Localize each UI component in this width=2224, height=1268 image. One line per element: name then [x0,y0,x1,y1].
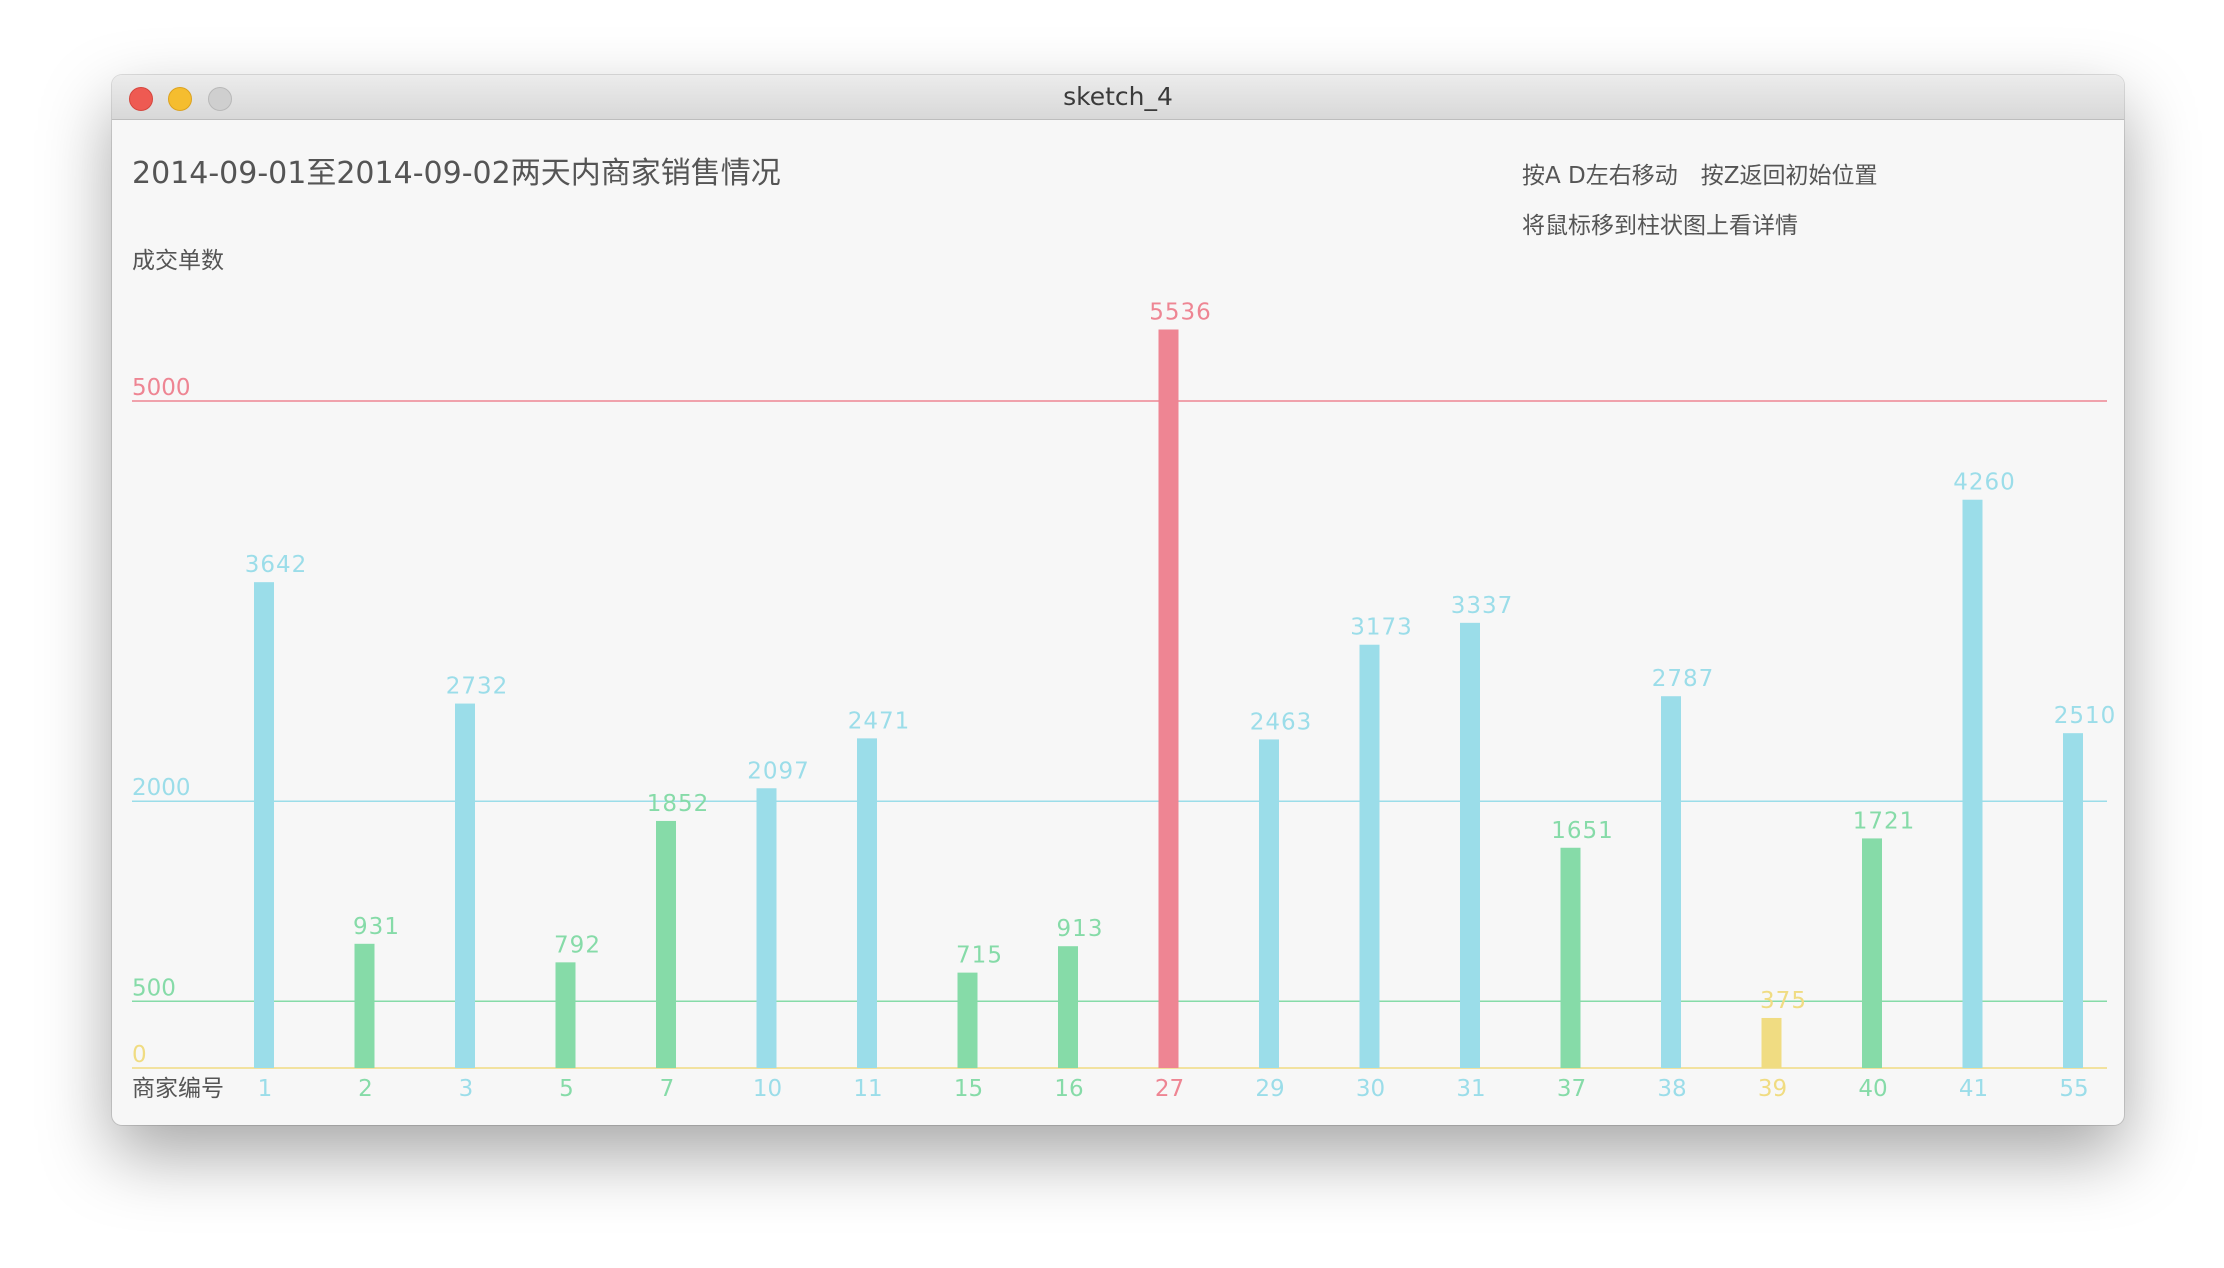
zoom-button[interactable] [208,87,232,111]
x-tick-label: 39 [1758,1076,1787,1102]
bar-15[interactable] [957,972,978,1068]
bar-value-label: 375 [1760,988,1807,1014]
x-tick-label: 7 [660,1076,675,1102]
y-axis-label: 成交单数 [132,248,224,274]
x-tick-label: 15 [954,1076,983,1102]
bar-value-label: 2787 [1652,666,1715,692]
bar-value-label: 931 [353,914,400,940]
bar-31[interactable] [1460,622,1480,1068]
x-tick-label: 29 [1255,1076,1284,1102]
bar-value-label: 1721 [1853,808,1916,834]
x-tick-label: 31 [1456,1076,1485,1102]
x-tick-label: 5 [559,1076,574,1102]
bar-value-label: 792 [554,932,601,958]
x-tick-label: 30 [1356,1076,1385,1102]
bar-1[interactable] [254,582,274,1068]
bar-value-label: 913 [1057,916,1104,942]
reference-label-500: 500 [132,975,176,1001]
reference-label-0: 0 [132,1042,147,1068]
hover-hint: 将鼠标移到柱状图上看详情 [1522,213,1798,239]
bar-40[interactable] [1862,838,1882,1068]
bar-16[interactable] [1058,946,1078,1068]
x-tick-label: 10 [753,1076,782,1102]
x-tick-label: 41 [1959,1076,1988,1102]
bar-10[interactable] [756,788,777,1068]
x-tick-label: 27 [1155,1076,1184,1102]
keyboard-hint: 按A D左右移动 按Z返回初始位置 [1522,163,1878,189]
x-tick-label: 11 [853,1076,882,1102]
bar-55[interactable] [2063,733,2083,1068]
bar-39[interactable] [1761,1017,1782,1068]
x-tick-label: 1 [258,1076,273,1102]
bar-29[interactable] [1259,739,1279,1068]
title-bar: sketch_4 [112,75,2124,120]
x-tick-label: 16 [1054,1076,1083,1102]
bar-7[interactable] [656,820,676,1068]
bar-27[interactable] [1158,329,1179,1068]
bar-value-label: 2463 [1250,709,1313,735]
bar-value-label: 2471 [848,708,911,734]
bar-5[interactable] [555,962,576,1068]
close-button[interactable] [129,87,153,111]
bar-value-label: 715 [956,943,1003,969]
bar-value-label: 2510 [2054,703,2117,729]
x-tick-label: 3 [459,1076,474,1102]
bar-value-label: 1852 [647,791,710,817]
bar-41[interactable] [1962,499,1983,1068]
bar-value-label: 3173 [1350,615,1413,641]
reference-label-5000: 5000 [132,375,191,401]
reference-label-2000: 2000 [132,775,191,801]
bar-value-label: 4260 [1953,470,2016,496]
x-tick-label: 2 [358,1076,373,1102]
bar-value-label: 5536 [1149,299,1212,325]
x-tick-label: 38 [1657,1076,1686,1102]
x-tick-label: 55 [2059,1076,2088,1102]
bar-11[interactable] [857,738,877,1068]
x-tick-label: 37 [1557,1076,1586,1102]
bar-value-label: 2732 [446,674,509,700]
window-title: sketch_4 [1063,82,1173,111]
bar-value-label: 3642 [245,552,308,578]
bar-value-label: 2097 [747,758,810,784]
bar-value-label: 3337 [1451,593,1514,619]
chart-title: 2014-09-01至2014-09-02两天内商家销售情况 [132,156,781,191]
bar-37[interactable] [1560,847,1581,1068]
minimize-button[interactable] [168,87,192,111]
bar-3[interactable] [455,703,475,1068]
bar-30[interactable] [1359,644,1380,1068]
bar-2[interactable] [354,943,375,1068]
x-axis-label: 商家编号 [132,1076,224,1102]
bar-value-label: 1651 [1551,818,1614,844]
x-tick-label: 40 [1858,1076,1887,1102]
chart-canvas[interactable]: 0 500 2000 5000 成交单数商家编号 3642 1 931 2 2732 3 792 5 18… [112,120,2124,1125]
bar-38[interactable] [1661,696,1681,1068]
app-window: sketch_4 0 500 2000 5000 成交单数商家编号 3642 1 931 2 27… [112,75,2124,1125]
